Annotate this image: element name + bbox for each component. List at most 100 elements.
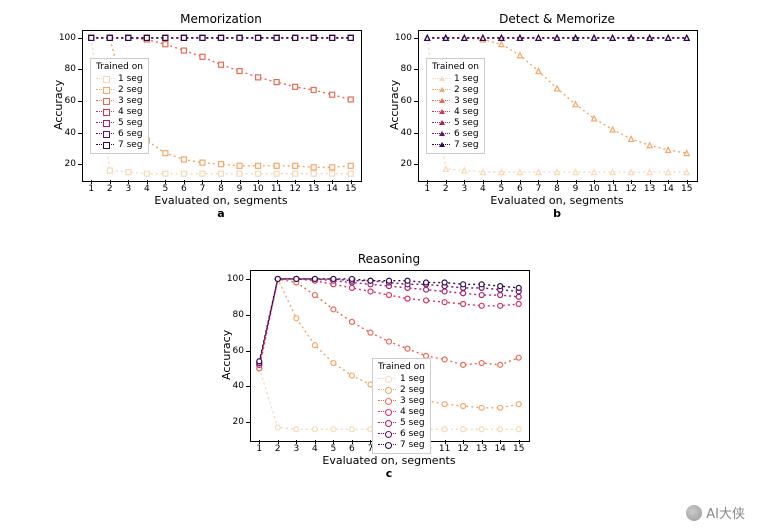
series-marker <box>629 35 634 40</box>
series-marker <box>274 35 279 40</box>
legend-label: 5 seg <box>454 118 479 128</box>
series-marker <box>219 162 224 167</box>
series-marker <box>480 35 485 40</box>
series-marker <box>219 171 224 176</box>
y-tick-label: 40 <box>224 381 244 391</box>
series-marker <box>629 136 634 141</box>
legend-swatch <box>96 89 114 90</box>
legend-label: 4 seg <box>400 407 425 417</box>
series-marker <box>536 35 541 40</box>
legend-marker-icon <box>439 87 445 92</box>
legend-row: 7 seg <box>378 439 425 450</box>
series-marker <box>479 282 484 287</box>
legend-swatch <box>432 144 450 145</box>
legend-swatch <box>96 144 114 145</box>
y-tick-label: 60 <box>392 96 412 106</box>
x-tick-label: 5 <box>163 184 169 194</box>
legend-swatch <box>96 122 114 123</box>
series-marker <box>516 355 521 360</box>
series-marker <box>200 160 205 165</box>
watermark: AI大侠 <box>686 503 745 522</box>
x-tick-label: 5 <box>331 444 337 454</box>
x-tick-label: 6 <box>349 444 355 454</box>
x-tick-label: 15 <box>513 444 524 454</box>
series-marker <box>592 35 597 40</box>
legend-row: 4 seg <box>432 106 479 117</box>
series-marker <box>330 35 335 40</box>
legend-label: 1 seg <box>454 74 479 84</box>
legend-label: 3 seg <box>118 96 143 106</box>
legend-swatch <box>378 378 396 379</box>
legend-row: 1 seg <box>432 73 479 84</box>
x-tick-label: 4 <box>144 184 150 194</box>
series-marker <box>516 427 521 432</box>
legend-swatch <box>432 133 450 134</box>
series-marker <box>498 303 503 308</box>
legend-row: 5 seg <box>96 117 143 128</box>
legend-row: 6 seg <box>432 128 479 139</box>
series-marker <box>479 293 484 298</box>
series-marker <box>666 170 671 175</box>
series-marker <box>89 35 94 40</box>
x-tick-label: 12 <box>289 184 300 194</box>
legend-swatch <box>432 122 450 123</box>
series-marker <box>462 35 467 40</box>
panel-a: MemorizationAccuracyEvaluated on, segmen… <box>82 30 360 180</box>
legend-marker-icon <box>103 76 110 83</box>
legend-marker-icon <box>385 409 392 416</box>
series-marker <box>405 346 410 351</box>
x-tick-label: 1 <box>256 444 262 454</box>
series-marker <box>349 285 354 290</box>
series-marker <box>275 276 280 281</box>
series-marker <box>311 165 316 170</box>
series-marker <box>256 171 261 176</box>
series-marker <box>219 62 224 67</box>
series-marker <box>647 35 652 40</box>
legend-label: 6 seg <box>400 429 425 439</box>
series-marker <box>349 373 354 378</box>
series-marker <box>516 402 521 407</box>
series-marker <box>294 316 299 321</box>
series-marker <box>498 427 503 432</box>
x-axis-label: Evaluated on, segments <box>418 194 696 207</box>
series-marker <box>312 276 317 281</box>
legend-row: 3 seg <box>378 395 425 406</box>
series-marker <box>461 404 466 409</box>
legend-row: 1 seg <box>96 73 143 84</box>
legend-marker-icon <box>439 98 445 103</box>
x-tick-label: 2 <box>107 184 113 194</box>
y-tick-label: 100 <box>224 274 244 284</box>
series-marker <box>311 35 316 40</box>
series-marker <box>443 166 448 171</box>
series-marker <box>275 425 280 430</box>
series-marker <box>274 163 279 168</box>
series-marker <box>348 163 353 168</box>
legend-swatch <box>432 111 450 112</box>
legend-label: 2 seg <box>400 385 425 395</box>
series-marker <box>293 163 298 168</box>
x-tick-label: 15 <box>681 184 692 194</box>
series-marker <box>647 170 652 175</box>
series-marker <box>331 427 336 432</box>
legend-title: Trained on <box>378 362 425 372</box>
legend-marker-icon <box>385 420 392 427</box>
series-marker <box>405 296 410 301</box>
series-marker <box>256 35 261 40</box>
legend-label: 3 seg <box>454 96 479 106</box>
x-tick-label: 3 <box>125 184 131 194</box>
series-marker <box>331 361 336 366</box>
series-marker <box>461 427 466 432</box>
legend-marker-icon <box>439 142 445 147</box>
y-tick-label: 100 <box>392 33 412 43</box>
series-marker <box>536 69 541 74</box>
series-marker <box>479 405 484 410</box>
legend-row: 6 seg <box>96 128 143 139</box>
x-tick-label: 4 <box>480 184 486 194</box>
panel-sublabel: c <box>250 467 528 480</box>
series-marker <box>181 171 186 176</box>
x-tick-label: 8 <box>554 184 560 194</box>
series-marker <box>107 35 112 40</box>
x-tick-label: 11 <box>607 184 618 194</box>
x-tick-label: 9 <box>573 184 579 194</box>
legend-label: 1 seg <box>400 374 425 384</box>
